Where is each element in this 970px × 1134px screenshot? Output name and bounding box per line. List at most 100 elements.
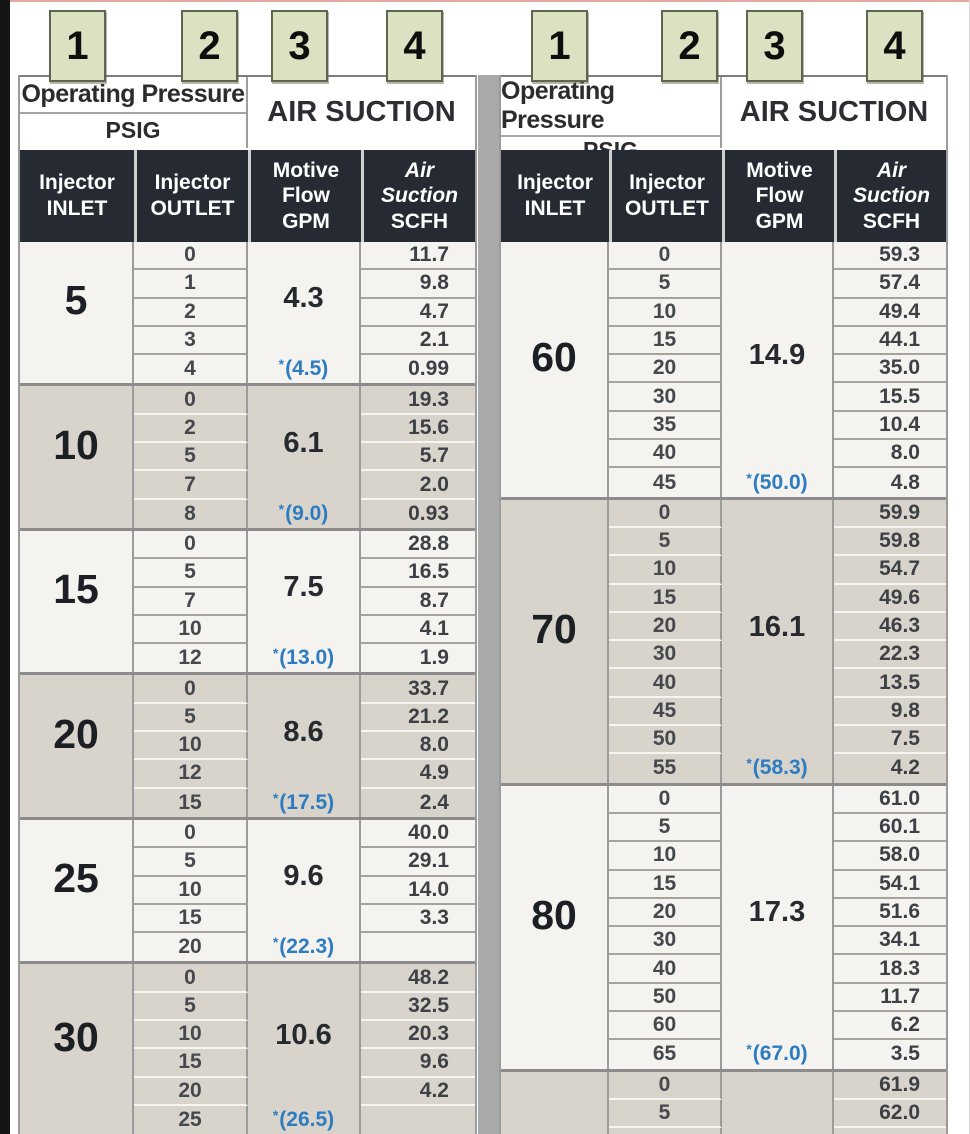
outlet-value: 10 <box>134 876 248 905</box>
outlet-value: 65 <box>609 1040 722 1069</box>
scfh-value: 4.2 <box>361 1078 475 1106</box>
scfh-value: 3.5 <box>890 1042 920 1066</box>
outlet-value: 3 <box>134 326 248 356</box>
outlet-value: 30 <box>609 383 722 412</box>
scfh-value: 62.0 <box>834 1100 946 1129</box>
scfh-value: 33.7 <box>361 675 475 704</box>
scfh-value <box>361 1106 475 1134</box>
motive-flow-max-value: * (22.3) <box>272 934 335 959</box>
inlet-value: 10 <box>20 386 134 528</box>
outlet-value: 45 <box>609 468 722 497</box>
inlet-value <box>501 1071 609 1134</box>
outlet-value: 0 <box>134 242 248 271</box>
column-header-row: Injector INLET Injector OUTLET Motive Fl… <box>20 148 475 242</box>
scfh-value: 58.0 <box>834 842 946 871</box>
motive-flow-max-value: * (17.5) <box>272 789 335 814</box>
scfh-value: 32.5 <box>361 993 475 1022</box>
psig-label: PSIG <box>105 117 161 144</box>
column-number-badge: 1 <box>531 10 588 82</box>
scfh-value: 13.5 <box>834 669 946 698</box>
scfh-value: 35.0 <box>834 355 946 384</box>
outlet-value: 5 <box>134 848 248 877</box>
inlet-value: 30 <box>20 964 134 1134</box>
pressure-table-left: Operating Pressure PSIG AIR SUCTION Inje… <box>18 75 477 1134</box>
motive-flow-cell: 16.1 * (58.3) <box>722 499 834 783</box>
pressure-group: 70 16.1 * (58.3) 0 59.9 5 59.8 10 54.7 15 49.6 20 46.… <box>501 496 946 783</box>
table-header-top: Operating Pressure PSIG AIR SUCTION <box>501 75 946 163</box>
outlet-value: 0 <box>609 1071 722 1100</box>
outlet-value: 12 <box>134 644 248 673</box>
outlet-value: 2 <box>134 298 248 327</box>
motive-flow-column-header: Motive Flow GPM <box>722 150 834 242</box>
pressure-group: 20 8.6 * (17.5) 0 33.7 5 21.2 10 8.0 12 4.9 15 2.4 <box>20 672 475 817</box>
outlet-value: 0 <box>134 386 248 415</box>
scfh-value: 3.3 <box>361 905 475 934</box>
outlet-value: 5 <box>134 992 248 1022</box>
motive-flow-max-value: * (9.0) <box>278 500 329 525</box>
scfh-value: 19.3 <box>361 386 475 415</box>
table-body: 5 4.3 * (4.5) 0 11.7 1 9.8 2 4.7 3 2.1 4 0.99 10 6.1 * (9… <box>20 242 475 1134</box>
scfh-value: 8.7 <box>361 588 475 616</box>
scfh-value: 40.0 <box>361 820 475 849</box>
scfh-value: 22.3 <box>834 641 946 670</box>
outlet-value: 5 <box>609 527 722 557</box>
scfh-value: 9.8 <box>834 698 946 727</box>
table-body: 60 14.9 * (50.0) 0 59.3 5 57.4 10 49.4 15 44.1 20 35.… <box>501 242 946 1134</box>
scfh-value: 54.1 <box>834 871 946 899</box>
outlet-column-header: Injector OUTLET <box>609 150 722 242</box>
outlet-value: 60 <box>609 1012 722 1041</box>
operating-pressure-header: Operating Pressure PSIG <box>501 77 722 163</box>
motive-flow-cell: 14.9 * (50.0) <box>722 242 834 497</box>
scfh-value: 4.8 <box>890 470 920 494</box>
outlet-value: 10 <box>134 615 248 645</box>
scfh-value: 0.99 <box>408 357 449 381</box>
motive-flow-cell: 9.6 * (22.3) <box>248 819 361 962</box>
inlet-value: 15 <box>20 530 134 673</box>
table-separator-bar <box>478 75 499 1134</box>
scfh-value: 51.6 <box>834 899 946 928</box>
motive-flow-value: 4.3 <box>283 282 324 315</box>
scfh-value: 16.5 <box>361 559 475 588</box>
outlet-value: 35 <box>609 411 722 441</box>
inlet-value: 80 <box>501 785 609 1069</box>
pressure-group: 30 10.6 * (26.5) 0 48.2 5 32.5 10 20.3 15 9.6 20 4.2 2… <box>20 961 475 1134</box>
motive-flow-cell <box>722 1071 834 1134</box>
column-number-badge: 4 <box>386 10 443 82</box>
pressure-group: 0 61.9 5 62.0 <box>501 1068 946 1134</box>
scfh-value: 20.3 <box>361 1021 475 1050</box>
inlet-value: 25 <box>20 819 134 962</box>
outlet-value: 5 <box>609 270 722 299</box>
motive-flow-column-header: Motive Flow GPM <box>248 150 361 242</box>
column-number-badge: 2 <box>181 10 238 82</box>
outlet-value: 0 <box>134 530 248 560</box>
scfh-value: 11.7 <box>834 984 946 1013</box>
asterisk: * <box>272 789 279 806</box>
air-suction-title: AIR SUCTION <box>739 96 929 128</box>
motive-flow-max-value: * (13.0) <box>272 645 335 670</box>
pressure-group: 10 6.1 * (9.0) 0 19.3 2 15.6 5 5.7 7 2.0 8 0.93 <box>20 383 475 528</box>
scfh-value: 57.4 <box>834 270 946 299</box>
scfh-value: 59.3 <box>834 242 946 271</box>
asterisk: * <box>272 934 279 951</box>
motive-flow-value: 6.1 <box>283 426 324 459</box>
outlet-value: 0 <box>134 964 248 993</box>
scfh-value: 59.8 <box>834 528 946 557</box>
pressure-group: 60 14.9 * (50.0) 0 59.3 5 57.4 10 49.4 15 44.1 20 35.… <box>501 242 946 497</box>
outlet-value: 55 <box>609 754 722 783</box>
scfh-value: 46.3 <box>834 613 946 642</box>
column-number-badge: 3 <box>271 10 328 82</box>
motive-flow-max-value: * (50.0) <box>746 469 808 494</box>
outlet-value: 2 <box>134 414 248 444</box>
column-number-badge: 2 <box>661 10 718 82</box>
column-number-badge: 4 <box>866 10 923 82</box>
scfh-value: 28.8 <box>361 531 475 560</box>
outlet-value: 5 <box>134 559 248 588</box>
outlet-value: 15 <box>609 326 722 356</box>
motive-flow-value: 9.6 <box>283 860 324 893</box>
operating-pressure-title: Operating Pressure <box>20 77 246 114</box>
motive-flow-value <box>722 1072 832 1129</box>
asterisk: * <box>278 356 285 373</box>
inlet-column-header: Injector INLET <box>20 150 134 242</box>
outlet-value: 20 <box>134 933 248 962</box>
